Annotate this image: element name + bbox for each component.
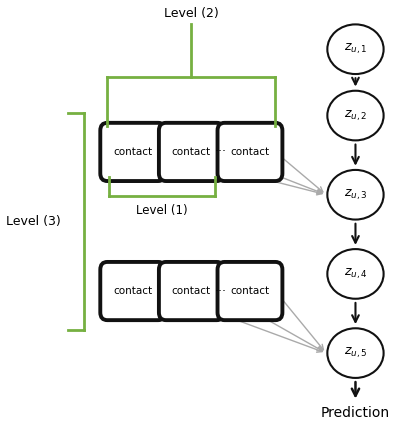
Text: ···: ··· — [215, 146, 227, 158]
Text: $z_{u,2}$: $z_{u,2}$ — [344, 108, 367, 123]
Text: $z_{u,5}$: $z_{u,5}$ — [344, 346, 367, 360]
Ellipse shape — [327, 24, 384, 74]
Text: contact: contact — [113, 286, 152, 296]
Text: Level (1): Level (1) — [136, 204, 188, 217]
Text: Level (2): Level (2) — [164, 7, 219, 20]
Text: $z_{u,4}$: $z_{u,4}$ — [344, 267, 367, 281]
FancyBboxPatch shape — [159, 262, 224, 320]
FancyBboxPatch shape — [100, 262, 165, 320]
Text: $z_{u,3}$: $z_{u,3}$ — [344, 187, 367, 202]
Ellipse shape — [327, 170, 384, 220]
Text: contact: contact — [172, 147, 211, 157]
Text: Prediction: Prediction — [321, 406, 390, 420]
FancyBboxPatch shape — [217, 262, 283, 320]
Ellipse shape — [327, 249, 384, 299]
Text: ···: ··· — [215, 285, 227, 297]
FancyBboxPatch shape — [159, 123, 224, 181]
Text: $z_{u,1}$: $z_{u,1}$ — [344, 42, 367, 56]
Ellipse shape — [327, 91, 384, 140]
FancyBboxPatch shape — [217, 123, 283, 181]
Text: contact: contact — [230, 147, 270, 157]
Text: contact: contact — [230, 286, 270, 296]
Text: contact: contact — [172, 286, 211, 296]
Text: contact: contact — [113, 147, 152, 157]
Ellipse shape — [327, 328, 384, 378]
Text: Level (3): Level (3) — [6, 215, 61, 228]
FancyBboxPatch shape — [100, 123, 165, 181]
